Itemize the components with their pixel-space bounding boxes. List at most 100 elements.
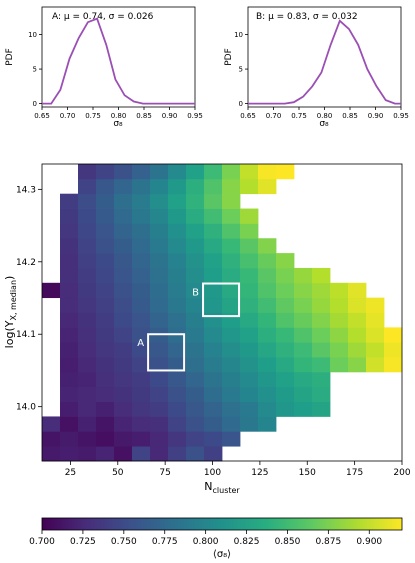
heatmap-cell (330, 297, 349, 313)
heatmap-cell (132, 193, 151, 209)
heatmap-cell (258, 342, 277, 358)
heatmap-cell (258, 327, 277, 343)
heatmap-cell (150, 164, 169, 180)
heatmap-cell (60, 401, 79, 417)
heatmap-cell (186, 312, 205, 328)
heatmap-cell (204, 371, 223, 388)
y-tick-label: 14.2 (16, 258, 36, 268)
heatmap-cell (330, 342, 349, 358)
heatmap-cell (240, 416, 259, 432)
colorbar: 0.700 0.725 0.750 0.775 0.800 0.825 0.850 0.875… (29, 517, 403, 560)
heatmap-cell (132, 253, 151, 269)
heatmap-cell (258, 282, 277, 299)
heatmap-cell (168, 193, 187, 209)
pdf-panel-a-ylabel: PDF (5, 48, 15, 66)
heatmap-cell (258, 401, 277, 417)
pdf-panel-b-ylabel: PDF (224, 48, 234, 66)
heatmap-cell (78, 164, 97, 180)
heatmap-cell (348, 327, 367, 343)
heatmap-cell (60, 371, 79, 388)
heatmap-cell (240, 238, 259, 254)
heatmap-cell (150, 431, 169, 447)
heatmap-cell (276, 357, 295, 373)
heatmap-cell (276, 386, 295, 402)
heatmap-cell (132, 431, 151, 447)
heatmap-cell (114, 446, 133, 462)
heatmap-cell (240, 208, 259, 224)
x-tick-label: 200 (393, 468, 410, 478)
heatmap-cell (186, 431, 205, 447)
heatmap-cell (240, 267, 259, 284)
heatmap-cell (132, 267, 151, 284)
heatmap-cell (42, 431, 61, 447)
heatmap-cell (240, 164, 259, 180)
heatmap-cell (222, 431, 241, 447)
heatmap-cell (132, 223, 151, 239)
heatmap-cell (150, 238, 169, 254)
heatmap-cell (60, 253, 79, 269)
heatmap-cell (150, 223, 169, 239)
heatmap-cell (96, 342, 115, 358)
heatmap-cell (186, 178, 205, 195)
heatmap-cell (168, 267, 187, 284)
heatmap-cell (168, 371, 187, 388)
heatmap-cell (276, 253, 295, 269)
heatmap-cell (150, 312, 169, 328)
heatmap-cell (204, 431, 223, 447)
heatmap-cell (258, 312, 277, 328)
heatmap-cell (348, 282, 367, 299)
heatmap-cell (186, 401, 205, 417)
heatmap-cell (204, 297, 223, 313)
heatmap-cell (312, 371, 331, 388)
heatmap-cell (132, 342, 151, 358)
heatmap-cell (294, 282, 313, 299)
heatmap-cell (114, 312, 133, 328)
heatmap-cell (294, 401, 313, 417)
heatmap-cell (240, 253, 259, 269)
heatmap-cell (186, 267, 205, 284)
heatmap-cell (150, 416, 169, 432)
y-tick-label: 0 (239, 100, 243, 108)
heatmap-cell (96, 193, 115, 209)
heatmap-cell (348, 312, 367, 328)
heatmap-cell (78, 223, 97, 239)
colorbar-tick-label: 0.800 (193, 537, 219, 547)
x-tick-label: 100 (204, 468, 221, 478)
y-tick-label: 10 (234, 31, 243, 39)
heatmap-cell (222, 193, 241, 209)
pdf-panel-b-xlabel: σ₈ (319, 119, 329, 129)
heatmap-cell (96, 208, 115, 224)
heatmap-cell (204, 357, 223, 373)
heatmap-cell (96, 223, 115, 239)
heatmap-cell (114, 297, 133, 313)
colorbar-tick-label: 0.725 (70, 537, 96, 547)
heatmap-cell (276, 312, 295, 328)
x-tick-label: 0.95 (187, 112, 203, 120)
heatmap-cell (294, 267, 313, 284)
pdf-line (248, 19, 401, 105)
x-tick-label: 0.90 (368, 112, 384, 120)
heatmap-cell (60, 193, 79, 209)
region-label-b: B (192, 288, 199, 299)
heatmap-cell (312, 267, 331, 284)
heatmap-cell (168, 297, 187, 313)
heatmap-cell (60, 416, 79, 432)
heatmap-cell (312, 312, 331, 328)
heatmap-cell (294, 327, 313, 343)
heatmap-cell (168, 164, 187, 180)
heatmap-cell (258, 253, 277, 269)
heatmap-cell (132, 357, 151, 373)
heatmap-cell (258, 297, 277, 313)
x-tick-label: 150 (299, 468, 316, 478)
heatmap-cell (150, 297, 169, 313)
heatmap-cell (96, 164, 115, 180)
heatmap-cell (132, 208, 151, 224)
heatmap-cell (78, 357, 97, 373)
x-tick-label: 0.70 (266, 112, 282, 120)
heatmap-xlabel: Ncluster (204, 480, 240, 495)
heatmap-cell (222, 208, 241, 224)
heatmap-cell (204, 238, 223, 254)
heatmap-cell (294, 297, 313, 313)
heatmap-cell (60, 327, 79, 343)
heatmap-cell (78, 446, 97, 462)
